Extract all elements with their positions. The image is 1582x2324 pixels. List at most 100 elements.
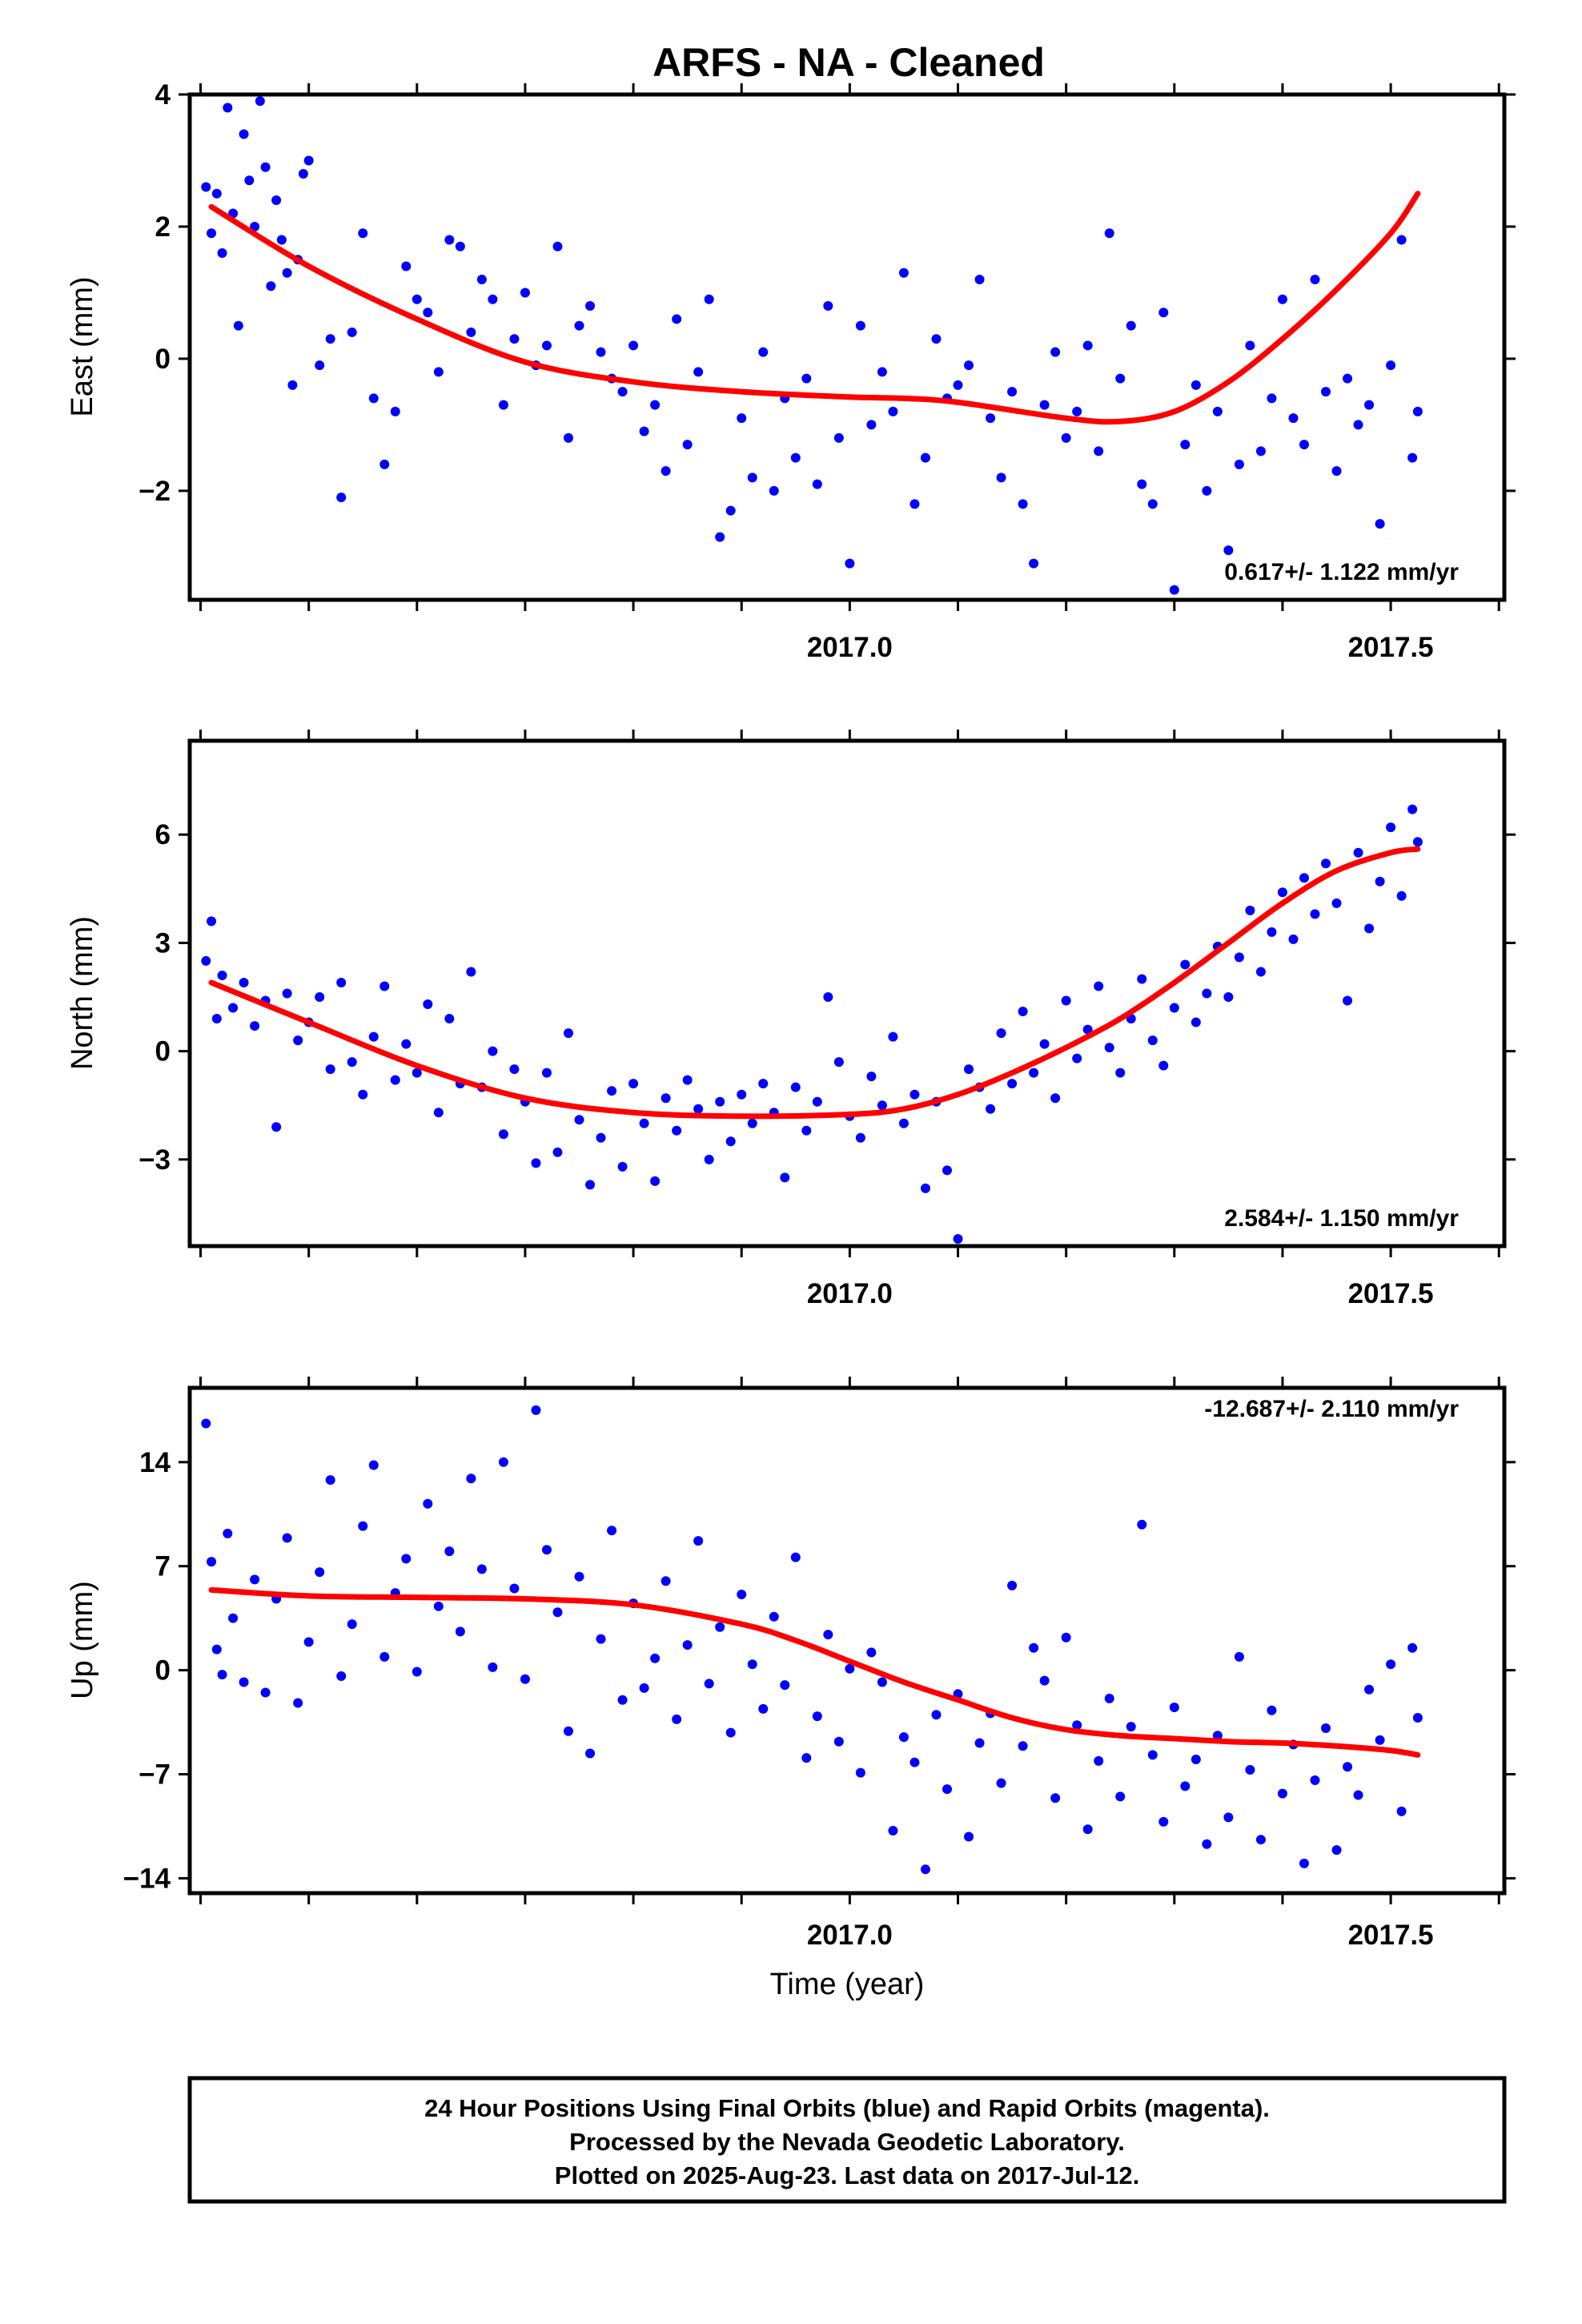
data-point [1104, 1043, 1114, 1053]
data-point [1018, 499, 1028, 509]
data-point [942, 1784, 953, 1795]
data-point [855, 320, 865, 331]
data-point [1412, 1713, 1423, 1723]
data-point [1412, 837, 1423, 847]
data-point [898, 1732, 909, 1743]
data-point [1007, 387, 1018, 397]
data-point [368, 1031, 379, 1042]
data-point [401, 261, 412, 271]
panel-up: −14 −7 0 7 14 2017.0 2017.5 Up (mm) -12.687+/- 2… [66, 1377, 1516, 1951]
data-point [986, 1104, 996, 1114]
data-point [476, 274, 487, 284]
data-point [758, 1079, 769, 1089]
data-point [704, 1154, 714, 1164]
data-point [639, 426, 649, 436]
data-point [1245, 340, 1255, 351]
data-point [250, 1021, 260, 1031]
data-point [1202, 485, 1212, 496]
data-point [1299, 440, 1309, 450]
data-point [244, 175, 255, 186]
data-point [1180, 959, 1191, 970]
data-point [1212, 1731, 1223, 1741]
data-point [271, 195, 282, 205]
data-point [1277, 887, 1287, 898]
y-axis-label: North (mm) [66, 916, 99, 1070]
data-point [201, 182, 211, 192]
panel-frame [187, 1385, 1507, 1896]
data-point [1407, 1642, 1418, 1653]
data-point [233, 320, 243, 331]
data-point [315, 992, 325, 1003]
data-point [1191, 380, 1201, 390]
data-point [433, 1108, 444, 1118]
data-point [1396, 1806, 1407, 1816]
data-point [488, 1662, 498, 1672]
data-point [704, 294, 714, 304]
data-point [693, 1536, 704, 1546]
data-point [1310, 274, 1320, 284]
data-point [1147, 1750, 1158, 1760]
data-point [276, 235, 287, 245]
y-tick-label: 2 [155, 211, 171, 243]
data-point [379, 459, 390, 469]
points-series [201, 96, 1423, 595]
data-point [704, 1679, 714, 1689]
data-point [737, 1589, 747, 1599]
data-point [336, 493, 347, 503]
data-point [423, 999, 433, 1010]
data-point [325, 1475, 335, 1486]
data-point [628, 340, 639, 351]
data-point [1267, 1705, 1277, 1715]
data-point [211, 1014, 222, 1024]
data-point [596, 1132, 606, 1143]
fit-curve [208, 191, 1421, 425]
data-point [498, 1457, 508, 1467]
data-point [255, 96, 265, 107]
rate-annotation: 0.617+/- 1.122 mm/yr [1224, 559, 1459, 585]
data-point [1331, 1845, 1342, 1856]
data-point [1191, 1754, 1201, 1764]
data-point [1115, 1791, 1126, 1802]
data-point [920, 452, 930, 463]
rate-annotation: -12.687+/- 2.110 mm/yr [1204, 1396, 1459, 1422]
data-point [1386, 360, 1396, 371]
data-point [1407, 452, 1418, 463]
data-point [780, 1680, 790, 1691]
data-point [845, 558, 855, 569]
data-point [801, 1125, 812, 1136]
data-point [953, 380, 963, 390]
figure-title: ARFS - NA - Cleaned [652, 40, 1045, 85]
data-point [336, 977, 347, 987]
data-point [812, 479, 822, 489]
panel-north: −3 0 3 6 2017.0 2017.5 North (mm) 2.584+/- 1.15… [66, 730, 1516, 1309]
y-tick-label: 0 [155, 1655, 171, 1687]
data-point [1072, 406, 1082, 416]
data-point [661, 1093, 671, 1104]
data-point [509, 334, 520, 344]
data-point [1137, 479, 1147, 489]
data-point [239, 1677, 249, 1687]
data-point [596, 347, 606, 357]
data-point [974, 274, 985, 284]
data-point [996, 472, 1006, 483]
data-point [368, 393, 379, 404]
data-point [433, 1601, 444, 1611]
data-point [498, 400, 508, 410]
data-point [725, 1727, 736, 1738]
data-point [1245, 1764, 1255, 1775]
data-point [552, 241, 563, 251]
panel-east: −2 0 2 4 2017.0 2017.5 East (mm) 0.617+/- 1.122… [66, 79, 1516, 663]
panels: −2 0 2 4 2017.0 2017.5 East (mm) 0.617+/- 1.122… [66, 79, 1516, 1951]
data-point [780, 1172, 790, 1183]
data-point [303, 155, 314, 166]
data-point [585, 1180, 596, 1190]
data-point [866, 420, 877, 430]
data-point [1007, 1580, 1018, 1590]
data-point [737, 1089, 747, 1100]
data-point [1137, 974, 1147, 984]
data-point [1364, 923, 1375, 934]
data-point [964, 1831, 974, 1842]
data-point [1169, 1003, 1179, 1013]
data-point [1375, 876, 1385, 887]
data-point [725, 505, 736, 516]
